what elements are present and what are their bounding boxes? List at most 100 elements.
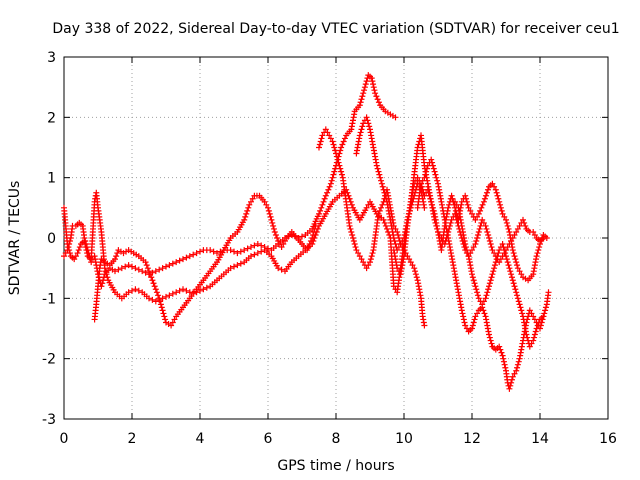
- data-point-interp: [474, 235, 481, 241]
- data-point: [152, 268, 159, 275]
- data-point-interp: [270, 222, 277, 229]
- data-point-interp: [433, 222, 440, 229]
- data-point: [353, 247, 360, 254]
- data-point-interp: [66, 250, 73, 257]
- data-point: [241, 247, 248, 254]
- data-point: [322, 192, 329, 199]
- data-point: [156, 295, 163, 302]
- data-point-interp: [518, 271, 525, 278]
- data-point-interp: [484, 289, 491, 296]
- data-point: [193, 250, 200, 257]
- data-point-interp: [503, 256, 510, 263]
- data-point: [336, 162, 343, 169]
- data-point-interp: [507, 268, 514, 275]
- data-point-interp: [129, 263, 135, 270]
- data-point-interp: [381, 189, 388, 196]
- data-point-interp: [338, 171, 345, 178]
- data-point-interp: [376, 207, 383, 214]
- data-point-interp: [365, 262, 372, 269]
- data-point-interp: [488, 244, 495, 251]
- data-point-interp: [122, 263, 129, 270]
- data-point-interp: [513, 259, 520, 266]
- data-point: [472, 313, 479, 320]
- data-point-interp: [328, 177, 335, 184]
- data-point-interp: [442, 238, 449, 245]
- data-point-interp: [115, 266, 122, 273]
- data-point: [373, 162, 380, 169]
- data-point-interp: [531, 231, 538, 238]
- data-point-interp: [146, 268, 152, 275]
- data-point-interp: [258, 248, 265, 255]
- data-point-interp: [350, 238, 357, 245]
- data-point: [540, 235, 547, 241]
- data-point-interp: [508, 376, 515, 383]
- data-point-interp: [244, 245, 251, 252]
- data-point: [458, 307, 465, 314]
- data-point-interp: [534, 322, 541, 329]
- data-point-interp: [197, 287, 203, 294]
- data-point-interp: [409, 262, 416, 269]
- data-point-interp: [357, 129, 364, 136]
- data-point: [499, 210, 506, 217]
- data-point-interp: [501, 213, 508, 220]
- data-point: [356, 102, 363, 109]
- data-point-interp: [507, 382, 514, 389]
- data-point-interp: [355, 250, 362, 257]
- data-point-interp: [331, 168, 338, 175]
- data-point-interp: [502, 364, 509, 371]
- data-point: [465, 204, 472, 211]
- data-point-interp: [423, 165, 430, 172]
- data-point-interp: [432, 219, 439, 226]
- data-point-interp: [485, 231, 492, 238]
- data-point-interp: [470, 319, 477, 326]
- data-point-interp: [474, 213, 481, 220]
- data-point-interp: [305, 244, 312, 251]
- data-point-interp: [135, 266, 142, 273]
- data-point-interp: [469, 274, 476, 281]
- data-point-interp: [147, 271, 154, 278]
- data-point-interp: [405, 213, 412, 220]
- data-point-interp: [515, 298, 522, 305]
- data-point: [431, 216, 438, 223]
- data-point-interp: [514, 361, 521, 368]
- data-point: [506, 385, 513, 392]
- data-point-interp: [358, 126, 365, 133]
- data-point-interp: [317, 138, 324, 145]
- data-point: [530, 313, 537, 320]
- data-point-interp: [359, 123, 366, 130]
- data-point-interp: [416, 183, 423, 190]
- data-point-interp: [464, 250, 471, 257]
- data-point: [489, 180, 496, 187]
- y-tick-label: -2: [42, 352, 56, 368]
- data-point-interp: [488, 274, 495, 281]
- data-point-interp: [406, 256, 413, 263]
- data-point: [168, 322, 175, 329]
- data-point-interp: [488, 340, 495, 347]
- data-point-interp: [541, 310, 548, 317]
- data-point-interp: [379, 201, 386, 208]
- data-point: [356, 253, 363, 260]
- data-point-interp: [103, 271, 110, 278]
- data-point-interp: [330, 171, 337, 178]
- data-point-interp: [163, 263, 169, 270]
- data-point-interp: [525, 337, 532, 344]
- y-tick-label: -1: [42, 291, 56, 307]
- data-point-interp: [494, 192, 501, 199]
- data-point: [421, 174, 428, 181]
- data-point-interp: [471, 316, 478, 323]
- data-point: [74, 250, 81, 257]
- x-tick-label: 8: [332, 431, 341, 447]
- data-point-interp: [480, 219, 487, 226]
- data-point-interp: [517, 304, 524, 311]
- data-point: [472, 241, 479, 248]
- data-point-interp: [371, 87, 378, 94]
- data-point: [316, 144, 322, 151]
- data-point: [516, 222, 523, 229]
- data-point: [492, 259, 499, 266]
- data-point: [404, 216, 411, 223]
- x-tick-label: 16: [599, 431, 617, 447]
- data-point-interp: [531, 331, 538, 338]
- x-axis-label: GPS time / hours: [277, 458, 394, 474]
- data-point: [496, 247, 503, 254]
- data-point: [448, 192, 455, 199]
